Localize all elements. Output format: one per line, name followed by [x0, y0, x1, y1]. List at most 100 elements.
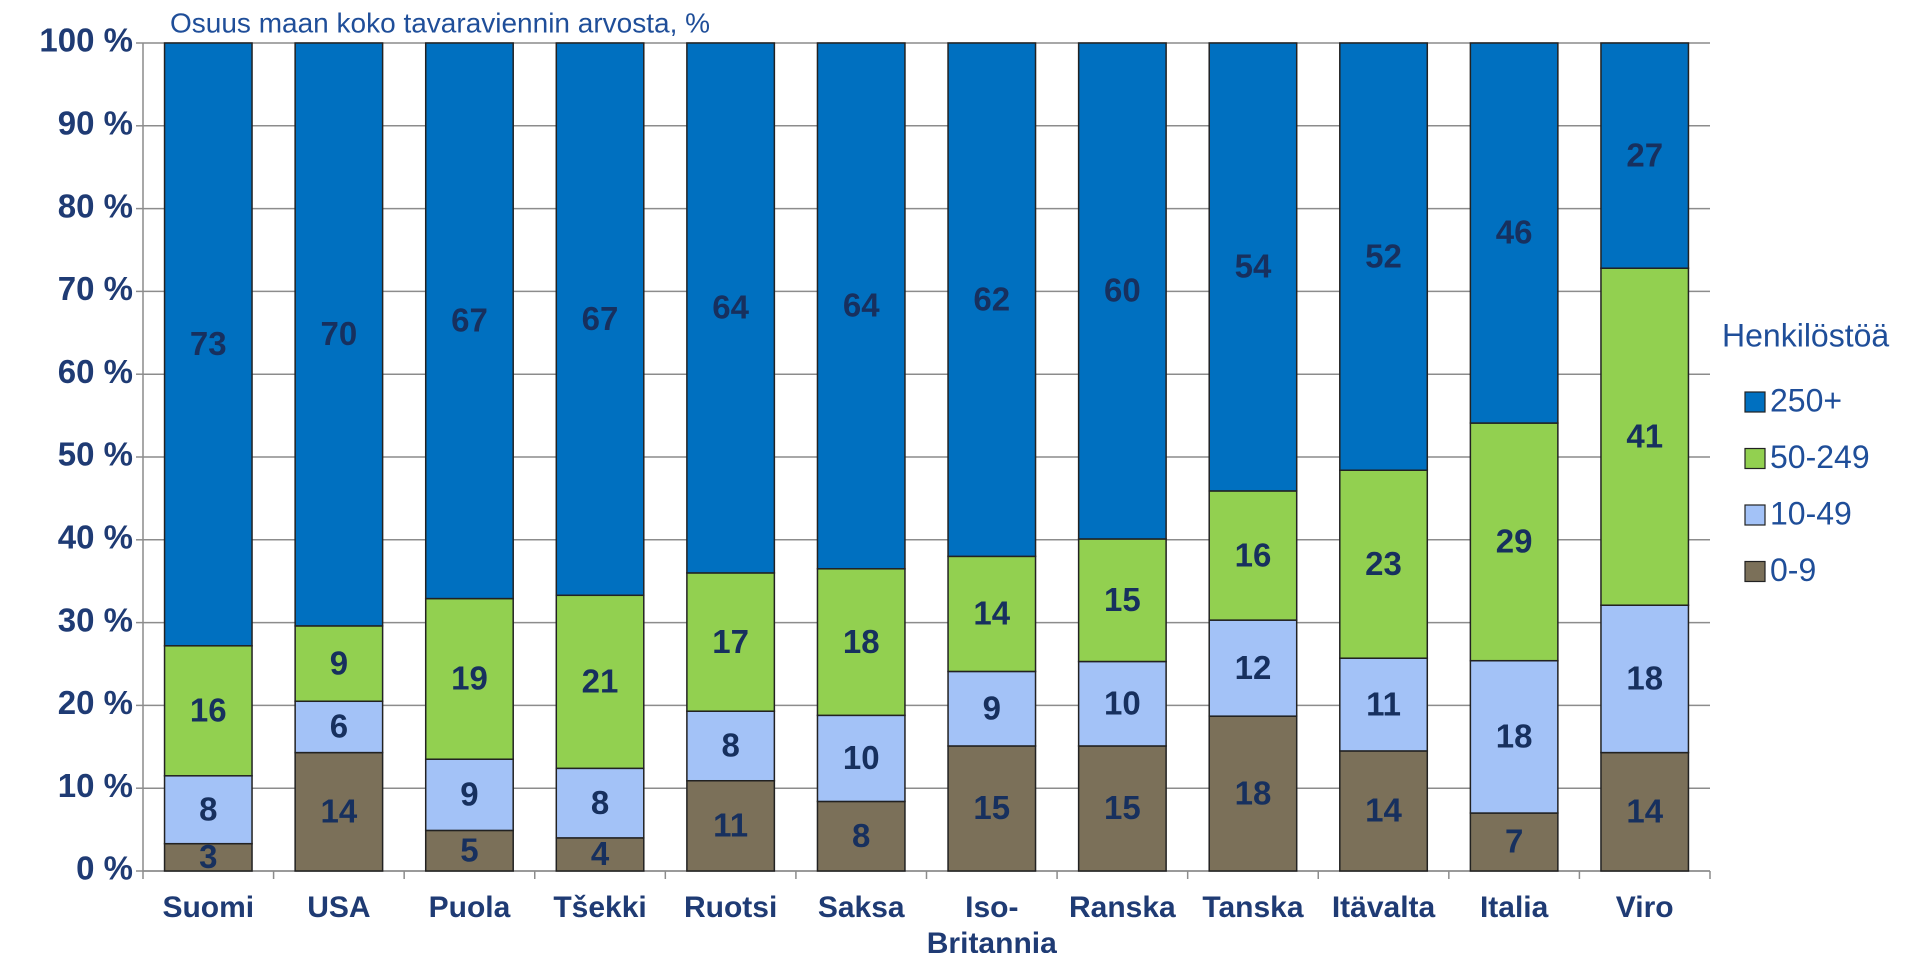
bar-segment	[816, 714, 906, 803]
y-tick-label: 50 %	[58, 436, 133, 473]
y-tick-label: 80 %	[58, 187, 133, 224]
legend-label: 50-249	[1770, 439, 1870, 475]
bar-segment	[1077, 660, 1167, 747]
bar-segment	[424, 758, 514, 832]
bar-segment	[947, 670, 1037, 747]
legend-label: 250+	[1770, 382, 1842, 418]
bar-segment	[686, 710, 776, 782]
data-label: 16	[1235, 536, 1272, 573]
data-label: 21	[582, 663, 619, 700]
data-label: 14	[1626, 793, 1663, 830]
bar-segment	[1339, 469, 1429, 659]
bar-segment	[686, 779, 776, 872]
data-label: 7	[1505, 823, 1523, 860]
y-tick-label: 0 %	[76, 850, 133, 887]
data-label: 10	[843, 739, 880, 776]
data-label: 3	[199, 838, 217, 875]
data-label: 8	[721, 727, 739, 764]
data-label: 46	[1496, 214, 1533, 251]
bar-segment	[1469, 42, 1559, 424]
x-tick-label: Iso-Britannia	[927, 891, 1057, 953]
data-label: 9	[330, 644, 348, 681]
data-label: 52	[1365, 237, 1402, 274]
bar-segment	[294, 751, 384, 872]
bar-segment	[555, 42, 645, 597]
data-label: 70	[321, 315, 358, 352]
y-tick-label: 90 %	[58, 105, 133, 142]
y-tick-label: 70 %	[58, 270, 133, 307]
data-label: 8	[591, 784, 609, 821]
bar-segment	[555, 767, 645, 839]
data-label: 15	[1104, 789, 1141, 826]
bar-segment	[1208, 42, 1298, 492]
bar-segment	[947, 555, 1037, 673]
data-label: 11	[1366, 685, 1401, 722]
bar-segment	[163, 42, 253, 647]
bar-segment	[686, 572, 776, 712]
data-label: 4	[591, 835, 610, 872]
data-label: 18	[843, 623, 880, 660]
legend-swatch	[1744, 447, 1766, 470]
y-tick-label: 20 %	[58, 684, 133, 721]
data-label: 60	[1104, 272, 1141, 309]
bar-segment	[1208, 715, 1298, 872]
bar-segment	[686, 42, 776, 574]
chart-title: Osuus maan koko tavaraviennin arvosta, %	[170, 7, 710, 38]
y-tick-label: 40 %	[58, 519, 133, 556]
data-label: 11	[713, 807, 748, 844]
data-label: 5	[460, 831, 478, 868]
data-label: 12	[1235, 649, 1272, 686]
x-tick-label: Suomi	[162, 891, 254, 924]
bar-segment	[163, 645, 253, 777]
data-label: 6	[330, 708, 348, 745]
data-label: 15	[973, 789, 1010, 826]
x-tick-label: Puola	[429, 891, 511, 924]
bar-segment	[294, 42, 384, 627]
data-label: 54	[1235, 248, 1272, 285]
data-label: 29	[1496, 523, 1533, 560]
x-tick-label: Tšekki	[553, 891, 646, 924]
y-tick-label: 10 %	[58, 767, 133, 804]
x-tick-label: Italia	[1480, 891, 1549, 924]
x-tick-label: Viro	[1616, 891, 1674, 924]
bar-segment	[1469, 659, 1559, 814]
data-label: 16	[190, 692, 227, 729]
data-label: 8	[199, 790, 217, 827]
bar-segment	[1469, 812, 1559, 872]
data-label: 18	[1235, 774, 1272, 811]
legend-swatch	[1744, 504, 1766, 526]
bar-segment	[1600, 751, 1690, 872]
data-label: 18	[1626, 660, 1663, 697]
legend-swatch	[1744, 560, 1766, 583]
x-tick-label: Ruotsi	[684, 891, 777, 924]
data-label: 67	[451, 302, 488, 339]
legend-label: 10-49	[1770, 495, 1852, 531]
legend-title: Henkilöstöä	[1722, 317, 1889, 353]
legend-swatch	[1744, 391, 1766, 413]
bar-segment	[424, 829, 514, 872]
bar-segment	[1600, 267, 1690, 606]
y-tick-label: 30 %	[58, 601, 133, 638]
bar-segment	[1077, 745, 1167, 872]
y-tick-label: 60 %	[58, 353, 133, 390]
bar-segment	[1339, 42, 1429, 471]
bar-segment	[947, 42, 1037, 558]
x-tick-label: Tanska	[1202, 891, 1303, 924]
legend-label: 0-9	[1770, 552, 1816, 588]
bar-segment	[424, 597, 514, 760]
bar-segment	[1077, 538, 1167, 663]
data-label: 64	[712, 289, 749, 326]
y-tick-label: 100 %	[39, 22, 133, 59]
data-label: 9	[460, 776, 478, 813]
x-tick-label: Itävalta	[1332, 891, 1436, 924]
data-label: 14	[1365, 792, 1402, 829]
bar-segment	[555, 837, 645, 872]
bar-segment	[424, 42, 514, 600]
data-label: 64	[843, 287, 880, 324]
data-label: 9	[983, 689, 1001, 726]
data-label: 10	[1104, 684, 1141, 721]
x-tick-label: USA	[307, 891, 370, 924]
data-label: 15	[1104, 581, 1141, 618]
data-label: 62	[973, 280, 1010, 317]
